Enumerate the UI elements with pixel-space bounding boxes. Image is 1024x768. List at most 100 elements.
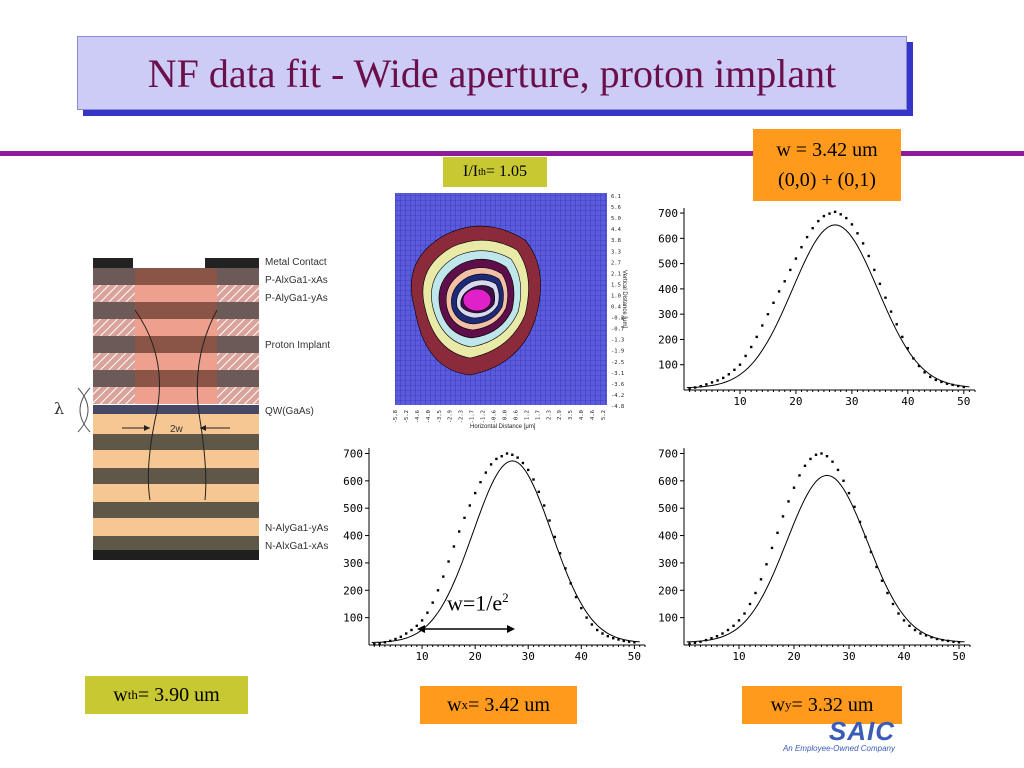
y-tick-label: 500 — [658, 502, 678, 515]
y-tick-label: 200 — [658, 333, 678, 346]
data-point — [800, 246, 803, 249]
data-point — [521, 461, 525, 465]
current-ratio-label: I/I th = 1.05 — [443, 157, 547, 187]
data-point — [833, 210, 837, 213]
data-point — [873, 268, 876, 272]
chart-bottom-left: 10 20 30 40 50 100 200 300 400 500 600 700 — [343, 447, 646, 663]
x-tick-label: 10 — [732, 650, 745, 663]
current-ratio-rest: = 1.05 — [485, 163, 527, 180]
data-point — [901, 335, 904, 339]
y-tick-label: 100 — [343, 612, 363, 625]
data-point — [805, 235, 809, 239]
data-point — [420, 619, 424, 622]
data-point — [902, 619, 906, 622]
contour-y-tick: 6.1 — [611, 194, 621, 200]
y-tick-label: 600 — [658, 232, 678, 245]
data-point — [895, 323, 898, 326]
data-point — [373, 643, 376, 646]
x-width-rest: = 3.42 um — [468, 693, 550, 716]
beam-outline-right — [196, 309, 218, 501]
data-point — [738, 363, 742, 366]
data-point — [935, 637, 939, 641]
x-tick-label: 20 — [789, 395, 802, 408]
data-point — [612, 637, 615, 640]
data-point — [564, 567, 567, 570]
contour-x-tick: -2.3 — [459, 410, 465, 423]
contour-x-tick: -1.7 — [470, 410, 476, 423]
divider-rule — [0, 151, 1024, 156]
y-tick-label: 200 — [658, 584, 678, 597]
y-tick-label: 700 — [343, 447, 363, 460]
data-point — [878, 282, 882, 285]
quantum-well — [93, 405, 259, 414]
data-point — [732, 624, 735, 627]
data-point — [699, 385, 702, 388]
contour-x-tick: -3.5 — [437, 410, 443, 423]
x-tick-label: 30 — [845, 395, 858, 408]
y-tick-label: 200 — [343, 584, 363, 597]
company-logo-tagline: An Employee-Owned Company — [782, 744, 895, 753]
data-point — [912, 357, 915, 360]
data-point — [761, 324, 764, 327]
data-point — [787, 500, 790, 503]
contour-x-tick: -5.8 — [393, 410, 399, 423]
contour-y-tick: -4.2 — [611, 393, 624, 399]
chart-top-right: 10 20 30 40 50 100 200 300 400 500 600 700 — [658, 207, 976, 408]
layer-label-qw: QW(GaAs) — [265, 406, 314, 417]
current-ratio-sub: th — [478, 166, 486, 178]
width-arrow — [417, 625, 515, 633]
contour-x-tick: -0.6 — [492, 410, 498, 423]
data-point — [601, 632, 604, 635]
y-tick-label: 400 — [658, 283, 678, 296]
contour-x-tick: -1.2 — [481, 410, 487, 423]
layer-label-metal-contact: Metal Contact — [265, 257, 327, 268]
data-point — [489, 463, 493, 466]
data-point — [924, 634, 928, 637]
data-point — [627, 640, 631, 643]
contour-x-tick: 2.3 — [546, 410, 552, 420]
w-mode-label: w = 3.42 um (0,0) + (0,1) — [753, 129, 901, 201]
data-point — [962, 385, 965, 389]
data-point — [452, 545, 456, 548]
data-point — [884, 296, 887, 299]
contour-x-tick: 0.6 — [513, 410, 519, 420]
data-point — [511, 453, 514, 456]
x-tick-label: 30 — [842, 650, 855, 663]
data-point — [847, 491, 851, 495]
data-point — [777, 290, 781, 293]
data-point — [766, 313, 770, 316]
data-point — [817, 219, 820, 223]
data-point — [906, 347, 909, 350]
data-point — [886, 591, 889, 595]
data-point — [569, 582, 572, 585]
threshold-width-rest: = 3.90 um — [137, 683, 220, 706]
fit-curve — [686, 474, 965, 643]
data-point — [505, 452, 509, 455]
data-point — [693, 641, 697, 644]
contour-y-tick: 5.6 — [611, 205, 621, 211]
data-point — [864, 535, 867, 539]
data-point — [532, 478, 535, 481]
data-point — [897, 612, 900, 615]
data-point — [755, 335, 758, 339]
x-tick-label: 50 — [957, 395, 970, 408]
data-point — [394, 637, 397, 641]
data-point — [951, 383, 954, 387]
data-point — [869, 550, 873, 554]
data-point — [743, 612, 746, 615]
x-width-sub: x — [461, 697, 469, 712]
y-width-base: w — [770, 693, 786, 716]
data-point — [516, 456, 519, 459]
data-point — [410, 628, 413, 632]
threshold-width-sub: th — [127, 687, 138, 702]
y-tick-label: 700 — [658, 207, 678, 220]
data-point — [930, 636, 933, 639]
x-tick-label: 50 — [952, 650, 965, 663]
y-tick-label: 500 — [343, 502, 363, 515]
data-point — [431, 601, 434, 604]
w-mode-line2: (0,0) + (0,1) — [778, 169, 876, 191]
data-point — [792, 486, 796, 489]
data-point — [622, 639, 625, 643]
contour-y-tick: 1.0 — [611, 294, 621, 300]
